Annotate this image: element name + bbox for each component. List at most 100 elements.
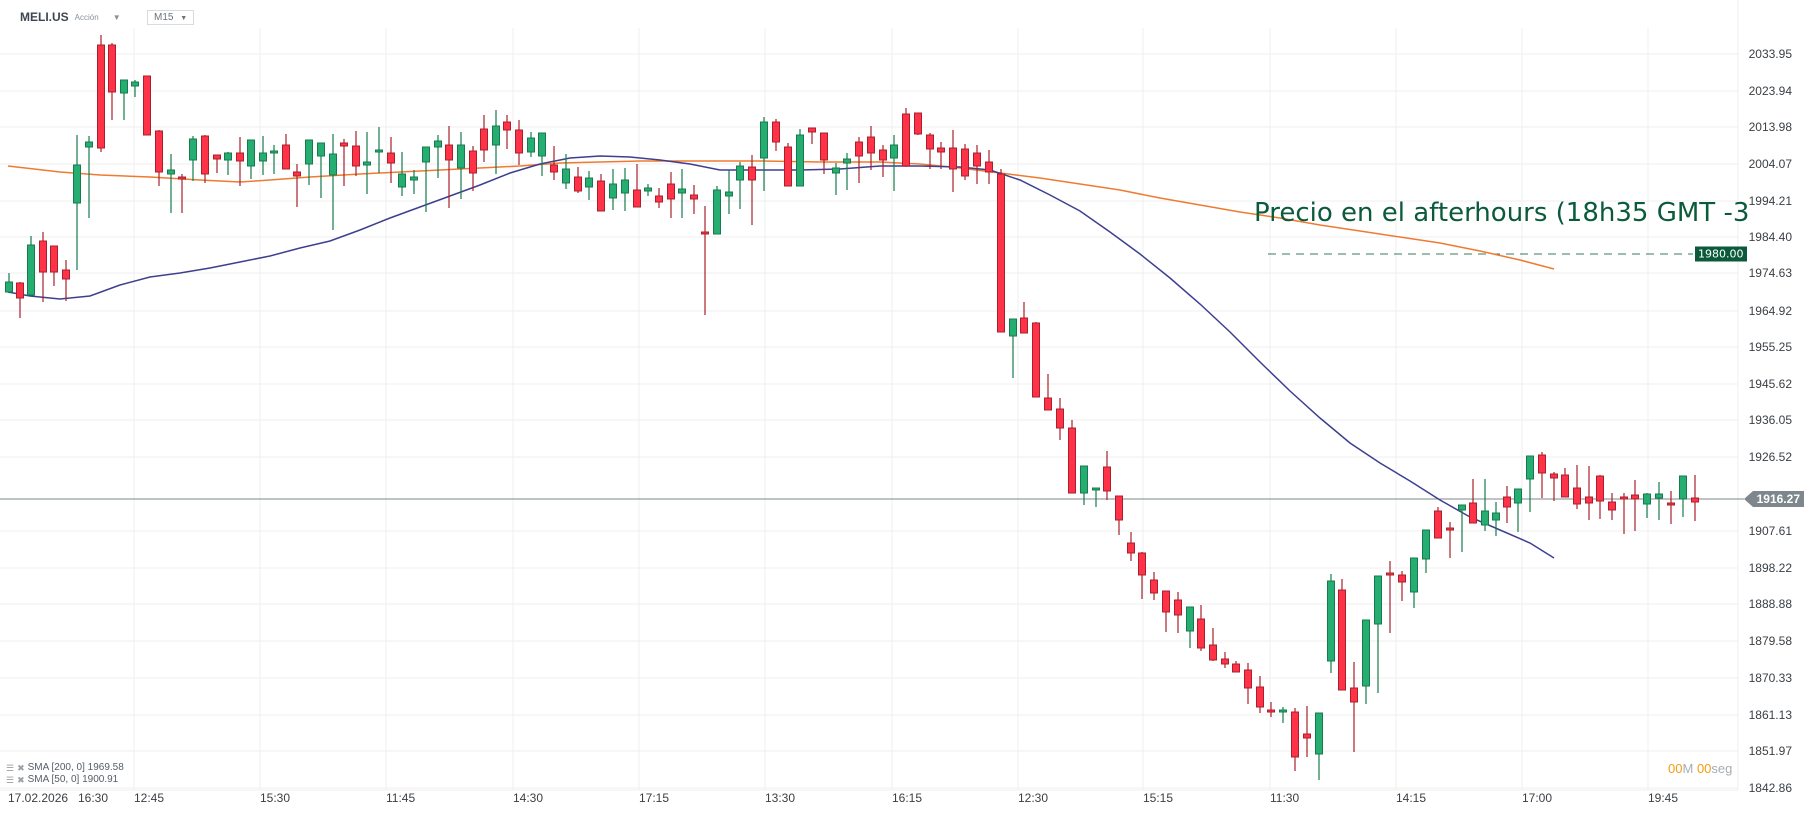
candle: [1044, 374, 1052, 411]
candle: [189, 136, 197, 181]
candle: [1620, 493, 1628, 534]
candle: [305, 139, 313, 185]
price-axis-label: 2004.07: [1748, 157, 1792, 171]
candle: [1492, 502, 1500, 536]
candlesticks: [5, 35, 1699, 780]
candle: [655, 188, 663, 208]
time-axis-label: 15:15: [1143, 791, 1174, 805]
candle: [1631, 480, 1639, 531]
candle: [5, 273, 13, 293]
candle: [961, 144, 969, 180]
legend-item-sma50: ☰ ✖ SMA [50, 0] 1900.91: [6, 774, 124, 786]
candle: [329, 134, 337, 230]
candle: [879, 145, 887, 177]
settings-icon[interactable]: ☰: [6, 763, 15, 773]
candle: [949, 130, 957, 192]
indicator-legend: ☰ ✖ SMA [200, 0] 1969.58 ☰ ✖ SMA [50, 0]…: [6, 762, 124, 786]
timer-m-label: M: [1682, 761, 1694, 776]
time-axis-label: 12:30: [1018, 791, 1049, 805]
candle: [678, 169, 686, 218]
price-axis-label: 1926.52: [1748, 450, 1792, 464]
candle: [997, 169, 1005, 333]
settings-icon[interactable]: ☰: [6, 775, 15, 785]
candle: [667, 172, 675, 218]
candle: [633, 164, 641, 208]
candle: [1092, 487, 1100, 507]
candle: [201, 135, 209, 183]
candle: [1327, 574, 1335, 673]
candle: [1115, 495, 1123, 535]
candle: [120, 79, 128, 120]
price-axis-label: 1870.33: [1748, 671, 1792, 685]
price-axis-label: 1994.21: [1748, 194, 1792, 208]
close-icon[interactable]: ✖: [17, 775, 25, 785]
candle: [597, 174, 605, 212]
candle: [1127, 532, 1135, 561]
candle: [808, 127, 816, 144]
candle: [1350, 662, 1358, 752]
timer-seconds: 00: [1696, 761, 1712, 776]
candle: [1020, 302, 1028, 334]
candle: [259, 136, 267, 175]
candle: [772, 119, 780, 151]
chart-grid: [0, 0, 1739, 791]
timeframe-select[interactable]: M15 ▼: [147, 10, 195, 25]
candle: [1080, 465, 1088, 505]
afterhours-price-tag: 1980.00: [1695, 246, 1747, 262]
candle: [1303, 706, 1311, 757]
candle: [317, 142, 325, 198]
candle: [143, 75, 151, 136]
price-axis-label: 2013.98: [1748, 120, 1792, 134]
candle: [131, 80, 139, 97]
candle: [387, 137, 395, 183]
candle: [73, 135, 81, 270]
price-axis-label: 1936.05: [1748, 413, 1792, 427]
chevron-down-icon: ▼: [180, 15, 188, 22]
candle: [609, 169, 617, 210]
price-axis-label: 1907.61: [1748, 524, 1792, 538]
candle: [224, 152, 232, 175]
candle: [39, 232, 47, 302]
candle: [1279, 707, 1287, 723]
candle: [796, 129, 804, 187]
candle: [562, 154, 570, 189]
candle: [1691, 475, 1699, 521]
candle: [725, 170, 733, 214]
candle: [985, 150, 993, 184]
candle: [843, 153, 851, 190]
candle: [1410, 557, 1418, 608]
time-axis-label: 14:15: [1396, 791, 1427, 805]
candle: [1481, 479, 1489, 531]
candle: [1561, 468, 1569, 498]
candle: [27, 236, 35, 296]
candle: [1068, 420, 1076, 494]
legend-label: SMA [200, 0] 1969.58: [27, 762, 124, 773]
candle: [62, 260, 70, 301]
afterhours-annotation[interactable]: Precio en el afterhours (18h35 GMT -3: [1254, 198, 1750, 228]
candle: [480, 115, 488, 162]
candle: [914, 112, 922, 135]
candle: [1032, 322, 1040, 398]
candle: [1056, 398, 1064, 440]
chevron-down-icon[interactable]: ▼: [112, 12, 121, 22]
candle: [445, 126, 453, 208]
price-axis-label: 1955.25: [1748, 340, 1792, 354]
candle: [352, 131, 360, 176]
price-axis-label: 1888.88: [1748, 597, 1792, 611]
candle: [1398, 571, 1406, 601]
candle: [1138, 552, 1146, 599]
candle: [1315, 712, 1323, 780]
candle: [902, 108, 910, 167]
price-axis-label: 1974.63: [1748, 266, 1792, 280]
candle: [492, 110, 500, 174]
candle: [1374, 575, 1382, 693]
price-axis-label: 1851.97: [1748, 744, 1792, 758]
symbol-header[interactable]: MELI.US Acción ▼: [20, 10, 121, 24]
price-axis-label: 1964.92: [1748, 304, 1792, 318]
close-icon[interactable]: ✖: [17, 763, 25, 773]
candle: [1596, 475, 1604, 519]
candle: [1267, 702, 1275, 717]
candle: [527, 132, 535, 157]
candle: [1469, 479, 1477, 524]
